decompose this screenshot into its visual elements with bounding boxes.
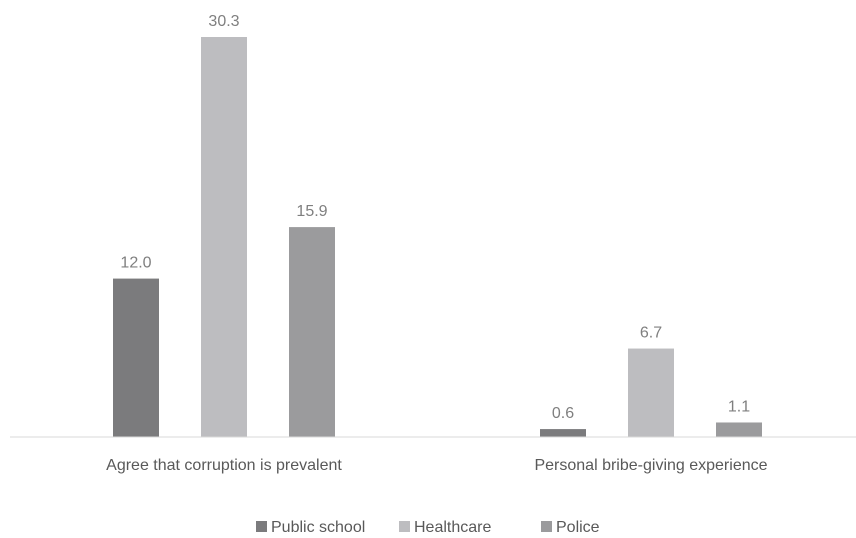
legend-item-public-school: Public school — [256, 519, 365, 536]
legend-label-public-school: Public school — [271, 519, 365, 536]
legend-item-police: Police — [541, 519, 600, 536]
value-labels-layer: 12.0 30.3 15.9 0.6 6.7 1.1 — [120, 13, 750, 422]
value-label-police-1: 15.9 — [296, 203, 327, 220]
legend-swatch-healthcare — [399, 521, 410, 532]
legend-label-healthcare: Healthcare — [414, 519, 491, 536]
bar-healthcare-1 — [201, 37, 247, 437]
bar-police-2 — [716, 422, 762, 437]
value-label-public-school-2: 0.6 — [552, 405, 574, 422]
value-label-police-2: 1.1 — [728, 398, 750, 415]
bar-healthcare-2 — [628, 348, 674, 437]
category-labels-layer: Agree that corruption is prevalent Person… — [106, 457, 767, 474]
bar-public-school-1 — [113, 278, 159, 437]
value-label-public-school-1: 12.0 — [120, 255, 151, 272]
value-label-healthcare-1: 30.3 — [208, 13, 239, 30]
category-label-1: Agree that corruption is prevalent — [106, 457, 342, 474]
bar-police-1 — [289, 227, 335, 437]
legend-swatch-police — [541, 521, 552, 532]
legend-swatch-public-school — [256, 521, 267, 532]
legend: Public school Healthcare Police — [256, 519, 600, 536]
category-label-2: Personal bribe-giving experience — [534, 457, 767, 474]
legend-item-healthcare: Healthcare — [399, 519, 491, 536]
bars-layer — [113, 37, 762, 437]
legend-label-police: Police — [556, 519, 600, 536]
bar-public-school-2 — [540, 429, 586, 437]
value-label-healthcare-2: 6.7 — [640, 325, 662, 342]
